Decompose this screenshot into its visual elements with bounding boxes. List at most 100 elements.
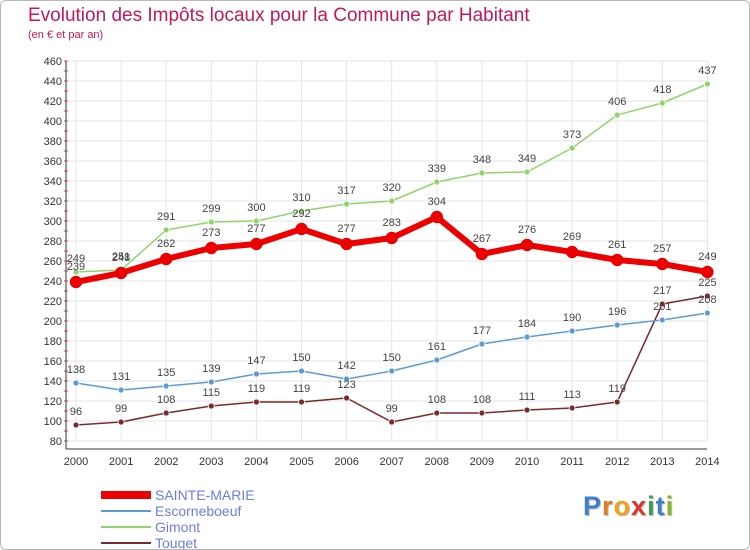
data-label: 208 (698, 294, 716, 306)
data-label: 119 (293, 383, 311, 395)
proxiti-logo: Proxiti (583, 491, 674, 522)
logo-letter: o (613, 491, 632, 521)
axes: 80 100 120 140 160 180 200 220 240 260 280 300 320 34… (44, 56, 720, 468)
legend-swatch (101, 510, 151, 512)
data-point (610, 253, 624, 267)
data-point (343, 394, 351, 402)
data-label: 113 (563, 389, 581, 401)
data-label: 273 (202, 227, 220, 239)
legend-label: SAINTE-MARIE (155, 487, 255, 503)
data-label: 339 (428, 163, 446, 175)
data-label: 418 (653, 84, 671, 96)
data-label: 150 (383, 352, 401, 364)
data-label: 108 (473, 394, 491, 406)
chart-title: Evolution des Impôts locaux pour la Comm… (28, 5, 530, 26)
y-tick-label: 460 (44, 56, 62, 68)
data-point (117, 418, 125, 426)
data-point (704, 309, 711, 317)
x-tick-label: 2000 (64, 456, 88, 468)
data-label: 131 (112, 371, 130, 383)
logo-letter: i (665, 491, 675, 521)
data-point (207, 402, 215, 410)
y-tick-label: 360 (44, 156, 62, 168)
data-point (613, 111, 621, 119)
data-label: 437 (698, 65, 716, 77)
chart-subtitle: (en € et par an) (28, 29, 104, 41)
data-label: 348 (473, 154, 491, 166)
x-tick-label: 2012 (605, 456, 629, 468)
data-point (433, 409, 441, 417)
data-point (343, 200, 351, 208)
data-label: 262 (157, 238, 175, 250)
data-label: 320 (383, 182, 401, 194)
x-tick-label: 2001 (109, 456, 133, 468)
data-point (298, 367, 305, 375)
y-tick-label: 180 (44, 336, 62, 348)
data-point (568, 144, 576, 152)
data-point (72, 379, 80, 387)
data-label: 108 (428, 394, 446, 406)
legend-swatch (101, 542, 151, 544)
data-point (430, 210, 444, 224)
y-tick-label: 380 (44, 136, 62, 148)
data-point (298, 398, 305, 406)
legend-label: Gimont (155, 519, 201, 535)
data-label: 277 (337, 223, 355, 235)
data-point (568, 404, 576, 412)
logo-letter: t (655, 491, 666, 521)
data-label: 99 (115, 403, 127, 415)
data-point (388, 367, 396, 375)
data-label: 138 (67, 364, 85, 376)
data-label: 190 (563, 312, 581, 324)
data-label: 142 (337, 360, 355, 372)
x-tick-label: 2013 (650, 456, 674, 468)
data-label: 292 (292, 208, 310, 220)
data-label: 177 (473, 325, 491, 337)
data-labels: 96 99 108 115 119 119 123 99 108 108 111 113 119 217 2… (67, 65, 717, 418)
y-tick-label: 320 (44, 196, 62, 208)
y-tick-label: 80 (50, 436, 62, 448)
data-point (388, 197, 396, 205)
legend-swatch (101, 526, 151, 528)
x-tick-label: 2011 (560, 456, 584, 468)
logo-letter: x (631, 491, 648, 521)
data-point (252, 217, 260, 225)
data-point (207, 378, 215, 386)
data-label: 96 (70, 406, 82, 418)
data-label: 349 (518, 153, 536, 165)
data-label: 217 (653, 285, 671, 297)
data-label: 99 (386, 403, 398, 415)
data-point (114, 266, 128, 280)
data-point (72, 421, 80, 429)
legend-swatch (101, 491, 151, 499)
data-point (252, 370, 260, 378)
data-label: 135 (157, 367, 175, 379)
data-point (478, 340, 486, 348)
y-tick-label: 400 (44, 116, 62, 128)
data-point (523, 406, 531, 414)
data-label: 119 (608, 383, 626, 395)
y-tick-label: 440 (44, 76, 62, 88)
data-point (117, 386, 125, 394)
logo-letter: r (602, 491, 614, 521)
data-label: 161 (428, 341, 446, 353)
data-label: 184 (518, 318, 536, 330)
y-tick-label: 240 (44, 276, 62, 288)
x-tick-label: 2002 (154, 456, 178, 468)
x-tick-label: 2010 (515, 456, 539, 468)
data-point (207, 218, 215, 226)
data-point (658, 316, 666, 324)
data-point (433, 178, 441, 186)
data-label: 119 (248, 383, 266, 395)
legend-label: Escorneboeuf (155, 503, 242, 519)
data-point (162, 409, 170, 417)
data-label: 310 (292, 192, 310, 204)
y-tick-label: 200 (44, 316, 62, 328)
y-tick-label: 420 (44, 96, 62, 108)
data-label: 108 (157, 394, 175, 406)
data-point (565, 245, 579, 259)
data-label: 299 (202, 203, 220, 215)
data-point (433, 356, 441, 364)
series (69, 80, 714, 429)
